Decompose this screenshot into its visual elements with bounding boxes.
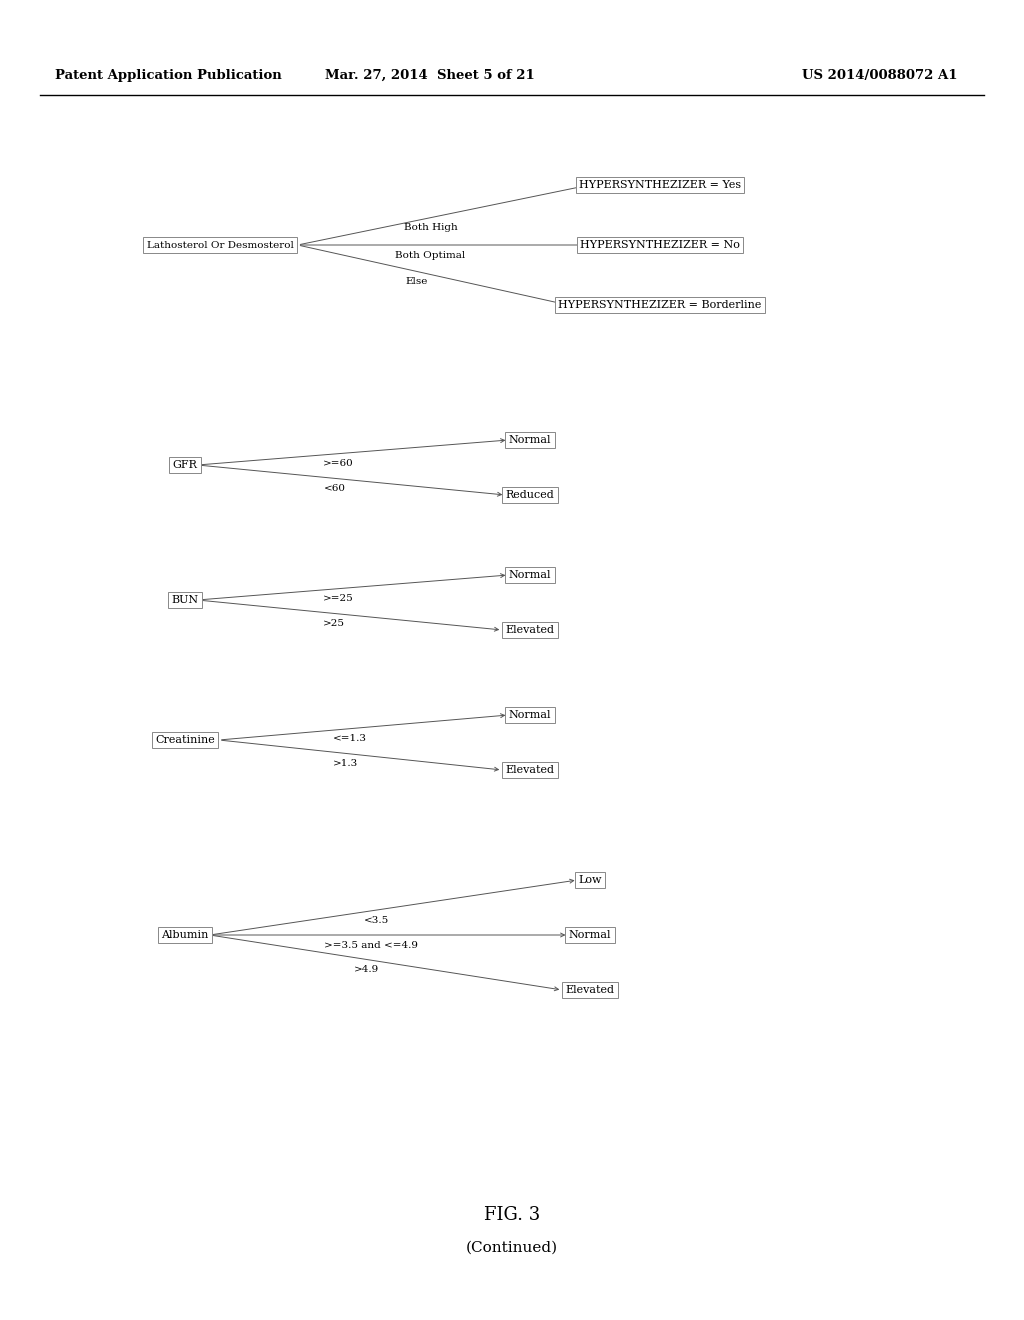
Text: (Continued): (Continued)	[466, 1241, 558, 1255]
Text: Normal: Normal	[509, 436, 551, 445]
Text: <3.5: <3.5	[365, 916, 389, 924]
Text: Lathosterol Or Desmosterol: Lathosterol Or Desmosterol	[146, 240, 294, 249]
Text: Else: Else	[406, 277, 428, 286]
Text: Normal: Normal	[509, 710, 551, 719]
Text: GFR: GFR	[173, 459, 198, 470]
Text: HYPERSYNTHEZIZER = Borderline: HYPERSYNTHEZIZER = Borderline	[558, 300, 762, 310]
Text: Reduced: Reduced	[506, 490, 554, 500]
Text: Elevated: Elevated	[506, 766, 555, 775]
Text: >=3.5 and <=4.9: >=3.5 and <=4.9	[325, 940, 418, 949]
Text: BUN: BUN	[171, 595, 199, 605]
Text: <=1.3: <=1.3	[333, 734, 367, 743]
Text: Patent Application Publication: Patent Application Publication	[55, 69, 282, 82]
Text: Elevated: Elevated	[506, 624, 555, 635]
Text: Mar. 27, 2014  Sheet 5 of 21: Mar. 27, 2014 Sheet 5 of 21	[326, 69, 535, 82]
Text: Both Optimal: Both Optimal	[395, 251, 466, 260]
Text: >4.9: >4.9	[354, 965, 380, 974]
Text: Normal: Normal	[509, 570, 551, 579]
Text: HYPERSYNTHEZIZER = No: HYPERSYNTHEZIZER = No	[580, 240, 740, 249]
Text: >=25: >=25	[323, 594, 353, 603]
Text: Elevated: Elevated	[565, 985, 614, 995]
Text: Albumin: Albumin	[162, 931, 209, 940]
Text: Both High: Both High	[404, 223, 458, 232]
Text: >=60: >=60	[323, 459, 353, 469]
Text: US 2014/0088072 A1: US 2014/0088072 A1	[802, 69, 957, 82]
Text: Normal: Normal	[568, 931, 611, 940]
Text: >1.3: >1.3	[333, 759, 358, 768]
Text: >25: >25	[323, 619, 345, 628]
Text: <60: <60	[324, 484, 346, 492]
Text: HYPERSYNTHEZIZER = Yes: HYPERSYNTHEZIZER = Yes	[579, 180, 741, 190]
Text: FIG. 3: FIG. 3	[484, 1206, 540, 1224]
Text: Low: Low	[579, 875, 602, 884]
Text: Creatinine: Creatinine	[155, 735, 215, 744]
